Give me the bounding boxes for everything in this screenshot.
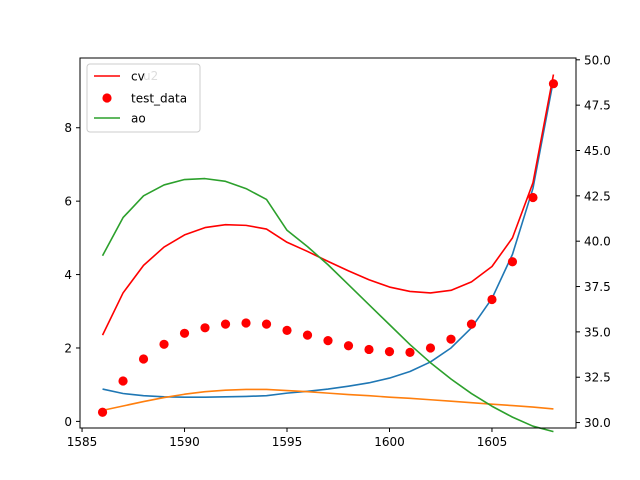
x-tick-label: 1605 <box>477 435 508 449</box>
legend-hidden-label: u2 <box>143 69 158 83</box>
y-axis-right: 30.0 32.5 35.0 37.5 40.0 42.5 45.0 47.5 50.0 <box>576 53 611 430</box>
series-test_data-point <box>200 323 210 333</box>
y-right-tick-label: 32.5 <box>584 371 611 385</box>
series-test_data-point <box>241 318 251 328</box>
series-test_data-point <box>159 339 169 349</box>
x-tick-label: 1585 <box>67 435 98 449</box>
legend-marker-test-data <box>102 93 112 103</box>
series-test_data-point <box>179 328 190 338</box>
series-test_data-point <box>302 330 313 340</box>
x-tick-label: 1595 <box>272 435 303 449</box>
y-right-tick-label: 42.5 <box>584 189 611 203</box>
legend-label-cv: cv <box>131 70 145 84</box>
x-axis: 1585 1590 1595 1600 1605 <box>67 428 507 449</box>
y-axis-left: 0 2 4 6 8 <box>64 121 80 429</box>
legend-box <box>86 63 201 133</box>
y-left-tick-label: 2 <box>64 341 72 355</box>
series-cv-line <box>101 74 555 336</box>
y-right-tick-label: 47.5 <box>584 99 611 113</box>
plot-frame <box>79 57 577 429</box>
series-test_data-point <box>528 192 538 203</box>
series-unnamed-1-line <box>102 388 554 412</box>
series-test_data-point <box>364 344 374 355</box>
series-test_data-point <box>446 334 456 344</box>
y-right-tick-label: 37.5 <box>584 280 611 294</box>
series-test_data-point <box>282 325 292 335</box>
y-left-tick-label: 0 <box>64 415 72 429</box>
series-layer <box>97 74 559 433</box>
y-right-tick-label: 40.0 <box>584 235 611 249</box>
series-test_data-point <box>97 407 108 417</box>
y-right-tick-label: 35.0 <box>584 325 611 339</box>
series-test_data-point <box>138 354 149 364</box>
y-left-tick-label: 4 <box>64 268 72 282</box>
legend: u2 cv test_data ao <box>86 63 201 133</box>
series-test_data-point <box>425 343 436 353</box>
y-left-tick-label: 8 <box>64 121 72 135</box>
series-test_data-point <box>261 319 272 329</box>
series-test_data-point <box>405 347 415 357</box>
series-test_data-point <box>118 376 128 386</box>
series-test_data-point <box>384 347 395 357</box>
series-test_data-point <box>323 336 333 346</box>
series-test_data-point <box>507 257 518 267</box>
y-right-tick-label: 50.0 <box>584 53 611 67</box>
legend-label-ao: ao <box>131 112 146 126</box>
x-tick-label: 1600 <box>374 435 405 449</box>
legend-label-test-data: test_data <box>131 92 187 106</box>
series-test_data-point <box>220 319 231 329</box>
y-left-tick-label: 6 <box>64 195 72 209</box>
y-right-tick-label: 45.0 <box>584 144 611 158</box>
series-test_data-point <box>548 79 559 89</box>
x-tick-label: 1590 <box>169 435 200 449</box>
series-ao-line <box>101 177 554 433</box>
series-test_data-point <box>466 319 477 329</box>
y-right-tick-label: 30.0 <box>584 416 611 430</box>
series-test_data-point <box>487 294 497 305</box>
series-test_data-point <box>343 341 354 351</box>
series-unnamed-0-line <box>102 79 555 398</box>
